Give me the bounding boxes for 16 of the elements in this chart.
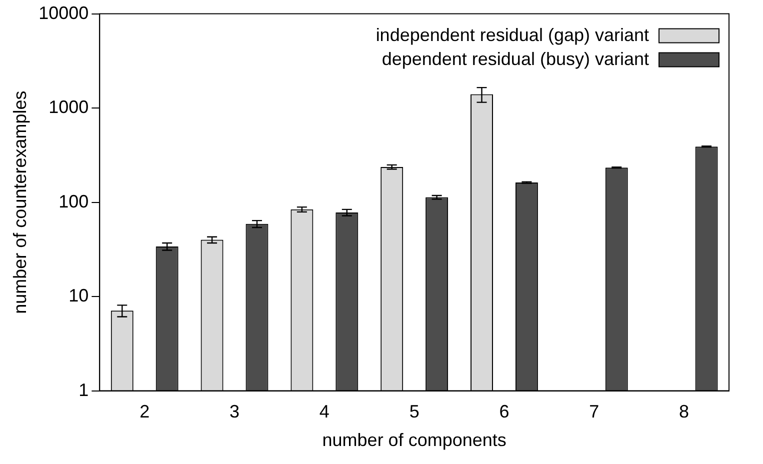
legend-label: dependent residual (busy) variant — [382, 48, 649, 69]
x-tick-label: 7 — [589, 402, 600, 422]
y-axis-title: number of counterexamples — [10, 90, 30, 314]
x-axis-title: number of components — [322, 430, 506, 450]
x-tick-label: 8 — [679, 402, 690, 422]
y-tick-label: 10000 — [38, 2, 89, 23]
y-tick-label: 10 — [68, 286, 89, 306]
y-tick-label: 1 — [78, 380, 89, 400]
x-tick-label: 5 — [409, 402, 420, 422]
legend-label: independent residual (gap) variant — [376, 24, 649, 45]
x-tick-label: 2 — [140, 402, 150, 422]
y-tick-label: 100 — [58, 191, 89, 212]
x-tick-label: 4 — [319, 402, 330, 422]
x-tick-label: 6 — [499, 402, 510, 422]
x-tick-label: 3 — [230, 402, 240, 422]
y-tick-label: 1000 — [48, 97, 89, 118]
